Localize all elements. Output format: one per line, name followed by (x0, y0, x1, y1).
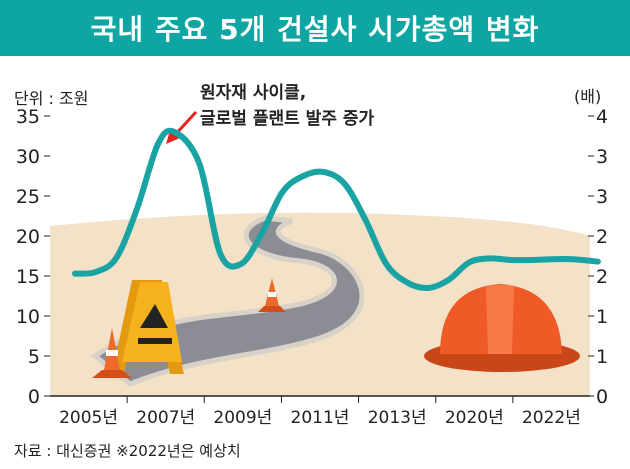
y-left-tick-label: 15 (16, 266, 40, 288)
y-right-tick-label: 1 (596, 346, 608, 368)
y-right-tick-label: 1 (596, 306, 608, 328)
market-cap-line (72, 127, 601, 292)
y-left-tick-label: 30 (16, 146, 40, 168)
y-left-tick-label: 20 (16, 226, 40, 248)
chart-title: 국내 주요 5개 건설사 시가총액 변화 (90, 13, 540, 46)
title-bar: 국내 주요 5개 건설사 시가총액 변화 (0, 0, 630, 56)
x-tick-label: 2005년 (59, 408, 118, 428)
y-right-tick-label: 2 (596, 266, 608, 288)
source-note: 자료 : 대신증권 ※2022년은 예상치 (14, 442, 241, 460)
y-left-tick-label: 25 (16, 186, 40, 208)
x-tick-label: 2013년 (368, 408, 427, 428)
x-tick-label: 2009년 (213, 408, 272, 428)
y-left-tick-label: 5 (28, 346, 40, 368)
y-left-tick-label: 10 (16, 306, 40, 328)
x-tick-label: 2022년 (522, 408, 581, 428)
y-right-tick-label: 4 (596, 106, 608, 128)
left-unit-label: 단위 : 조원 (14, 89, 88, 108)
helmet-illustration (424, 284, 580, 372)
cone-left-illustration (92, 328, 132, 378)
y-right-tick-label: 2 (596, 226, 608, 248)
y-left-tick-label: 35 (16, 106, 40, 128)
x-tick-label: 2007년 (136, 408, 195, 428)
y-right-tick-label: 3 (596, 146, 608, 168)
y-left-tick-label: 0 (28, 386, 40, 408)
y-right-tick-label: 0 (596, 386, 608, 408)
right-unit-label: (배) (574, 87, 601, 106)
annotation-line-2: 글로벌 플랜트 발주 증가 (200, 109, 375, 129)
cone-right-illustration (258, 278, 286, 312)
x-tick-label: 2011년 (291, 408, 350, 428)
x-tick-label: 2020년 (445, 408, 504, 428)
annotation-line-1: 원자재 사이클, (200, 83, 306, 103)
caution-sign-illustration (112, 280, 184, 374)
chart-plot: 0 5 10 15 20 25 30 35 0 1 1 2 2 3 3 4 2005년 2007년 2009년 2… (14, 83, 608, 428)
y-right-tick-label: 3 (596, 186, 608, 208)
